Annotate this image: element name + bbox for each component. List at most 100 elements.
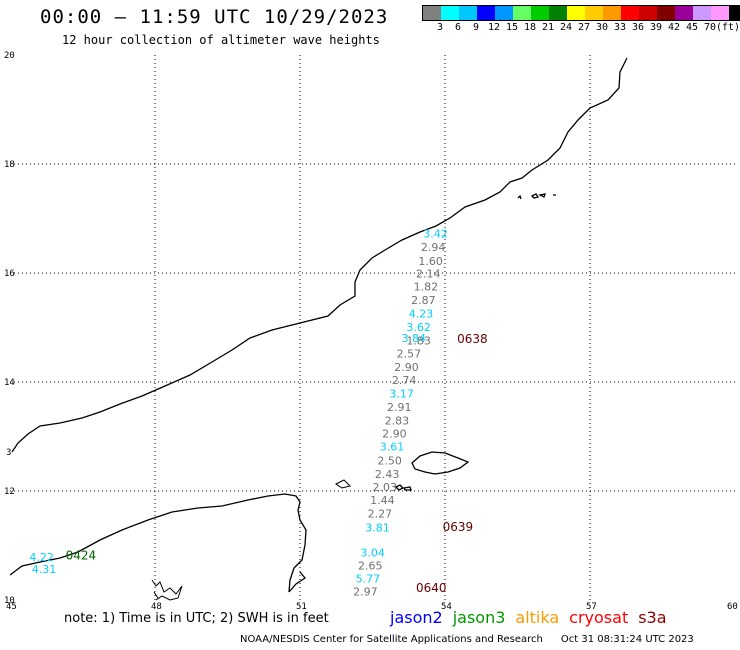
swh-observation: 4.22 — [29, 551, 54, 564]
colorbar-label: 21 — [541, 22, 555, 33]
legend-entry: jason3 — [452, 608, 506, 627]
somalia-coastline — [9, 493, 307, 593]
colorbar-label: (ft) — [715, 22, 740, 33]
edge-tick-label: 3 — [6, 448, 11, 458]
swh-observation: 2.90 — [394, 361, 419, 374]
colorbar-label: 15 — [505, 22, 519, 33]
swh-observation: 2.14 — [416, 267, 441, 280]
longitude-label: 45 — [6, 602, 17, 610]
swh-observation: 2.91 — [387, 401, 412, 414]
colorbar-swatch — [603, 6, 621, 20]
colorbar-swatch — [639, 6, 657, 20]
colorbar-swatch — [675, 6, 693, 20]
swh-observation: 3.04 — [360, 546, 385, 559]
colorbar-label: 42 — [667, 22, 681, 33]
socotra-islet-2 — [403, 486, 412, 491]
swh-observation: 1.83 — [406, 334, 431, 347]
guardafui-cape — [288, 571, 306, 593]
colorbar-label: 6 — [454, 22, 462, 33]
longitude-label: 48 — [151, 602, 162, 610]
pass-time-label: 0638 — [457, 332, 488, 346]
latitude-label: 10 — [4, 596, 15, 606]
latitude-label: 14 — [4, 378, 15, 388]
colorbar-label: 18 — [523, 22, 537, 33]
satellite-legend: jason2 jason3 altika cryosat s3a — [390, 608, 677, 627]
kuria-muria-islands — [517, 193, 556, 200]
colorbar-swatch — [441, 6, 459, 20]
swh-observation: 3.61 — [380, 441, 405, 454]
swh-observation: 2.27 — [368, 508, 393, 521]
map-subtitle: 12 hour collection of altimeter wave hei… — [62, 33, 380, 47]
colorbar-swatch — [495, 6, 513, 20]
colorbar-label: 30 — [595, 22, 609, 33]
swh-observation: 2.03 — [373, 481, 398, 494]
colorbar-label: 45 — [685, 22, 699, 33]
colorbar-label: 24 — [559, 22, 573, 33]
wave-height-observations: 3.422.941.602.141.822.874.233.623.841.83… — [29, 228, 447, 599]
swh-observation: 3.17 — [389, 387, 414, 400]
credit-line: NOAA/NESDIS Center for Satellite Applica… — [240, 634, 694, 645]
legend-entry: altika — [515, 608, 560, 627]
longitude-tick-labels: 45 48 51 54 57 60 — [6, 602, 738, 610]
altimeter-map: 45 48 51 54 57 60 20 18 16 14 12 10 3 3.422.941.60… — [4, 51, 738, 610]
swh-observation: 2.74 — [392, 374, 417, 387]
colorbar-swatch — [513, 6, 531, 20]
inland-feature — [151, 579, 183, 601]
swh-observation: 3.42 — [423, 228, 448, 241]
colorbar-label: 39 — [649, 22, 663, 33]
swh-observation: 2.43 — [375, 468, 400, 481]
coastline — [9, 57, 628, 601]
colorbar-labels: 3 6 9 12 15 18 21 24 27 30 33 36 39 42 45 70 (ft) — [422, 22, 740, 34]
legend-entry: jason2 — [390, 608, 443, 627]
colorbar-label: 33 — [613, 22, 627, 33]
swh-observation: 2.65 — [358, 559, 383, 572]
swh-observation: 4.23 — [409, 308, 434, 321]
longitude-label: 51 — [296, 602, 307, 610]
swh-observation: 2.90 — [382, 428, 407, 441]
colorbar-swatch — [657, 6, 675, 20]
swh-observation: 2.83 — [385, 415, 410, 428]
colorbar-swatch — [549, 6, 567, 20]
arabia-coastline — [11, 57, 628, 453]
legend-entry: cryosat — [569, 608, 629, 627]
swh-observation: 2.94 — [421, 241, 446, 254]
colorbar-swatch — [621, 6, 639, 20]
credit-text: NOAA/NESDIS Center for Satellite Applica… — [240, 634, 543, 645]
colorbar-swatch — [693, 6, 711, 20]
longitude-label: 57 — [586, 602, 597, 610]
latitude-label: 18 — [4, 160, 15, 170]
pass-time-labels: 0638 0639 0640 0424 — [66, 332, 488, 595]
generated-timestamp: Oct 31 08:31:24 UTC 2023 — [560, 634, 694, 645]
wave-height-colorbar — [422, 5, 740, 21]
colorbar-swatch — [711, 6, 729, 20]
colorbar-swatch — [423, 6, 441, 20]
pass-time-label: 0639 — [443, 520, 474, 534]
swh-observation: 3.84 — [402, 332, 427, 345]
colorbar-swatch — [567, 6, 585, 20]
colorbar-label: 36 — [631, 22, 645, 33]
swh-observation: 3.81 — [365, 521, 390, 534]
colorbar-swatch — [477, 6, 495, 20]
swh-observation: 2.97 — [353, 586, 378, 599]
swh-observation: 5.77 — [356, 573, 381, 586]
swh-observation: 2.57 — [397, 347, 422, 360]
longitude-label: 60 — [727, 602, 738, 610]
map-title: 00:00 – 11:59 UTC 10/29/2023 — [40, 6, 389, 28]
legend-entry: s3a — [638, 608, 667, 627]
swh-observation: 1.44 — [370, 494, 395, 507]
coast-feature — [335, 479, 351, 489]
pass-time-label: 0640 — [416, 581, 447, 595]
swh-observation: 1.60 — [418, 255, 443, 268]
socotra-island — [411, 451, 470, 475]
colorbar-label: 9 — [472, 22, 480, 33]
swh-observation: 4.31 — [32, 563, 57, 576]
swh-observation: 2.87 — [411, 294, 436, 307]
socotra-islet-1 — [394, 484, 405, 491]
pass-time-label: 0424 — [66, 549, 97, 563]
latitude-label: 16 — [4, 269, 15, 279]
swh-observation: 3.62 — [406, 321, 431, 334]
colorbar-label: 70 — [703, 22, 717, 33]
latitude-tick-labels: 20 18 16 14 12 10 — [4, 51, 15, 606]
swh-observation: 2.50 — [377, 454, 402, 467]
colorbar-label: 3 — [436, 22, 444, 33]
